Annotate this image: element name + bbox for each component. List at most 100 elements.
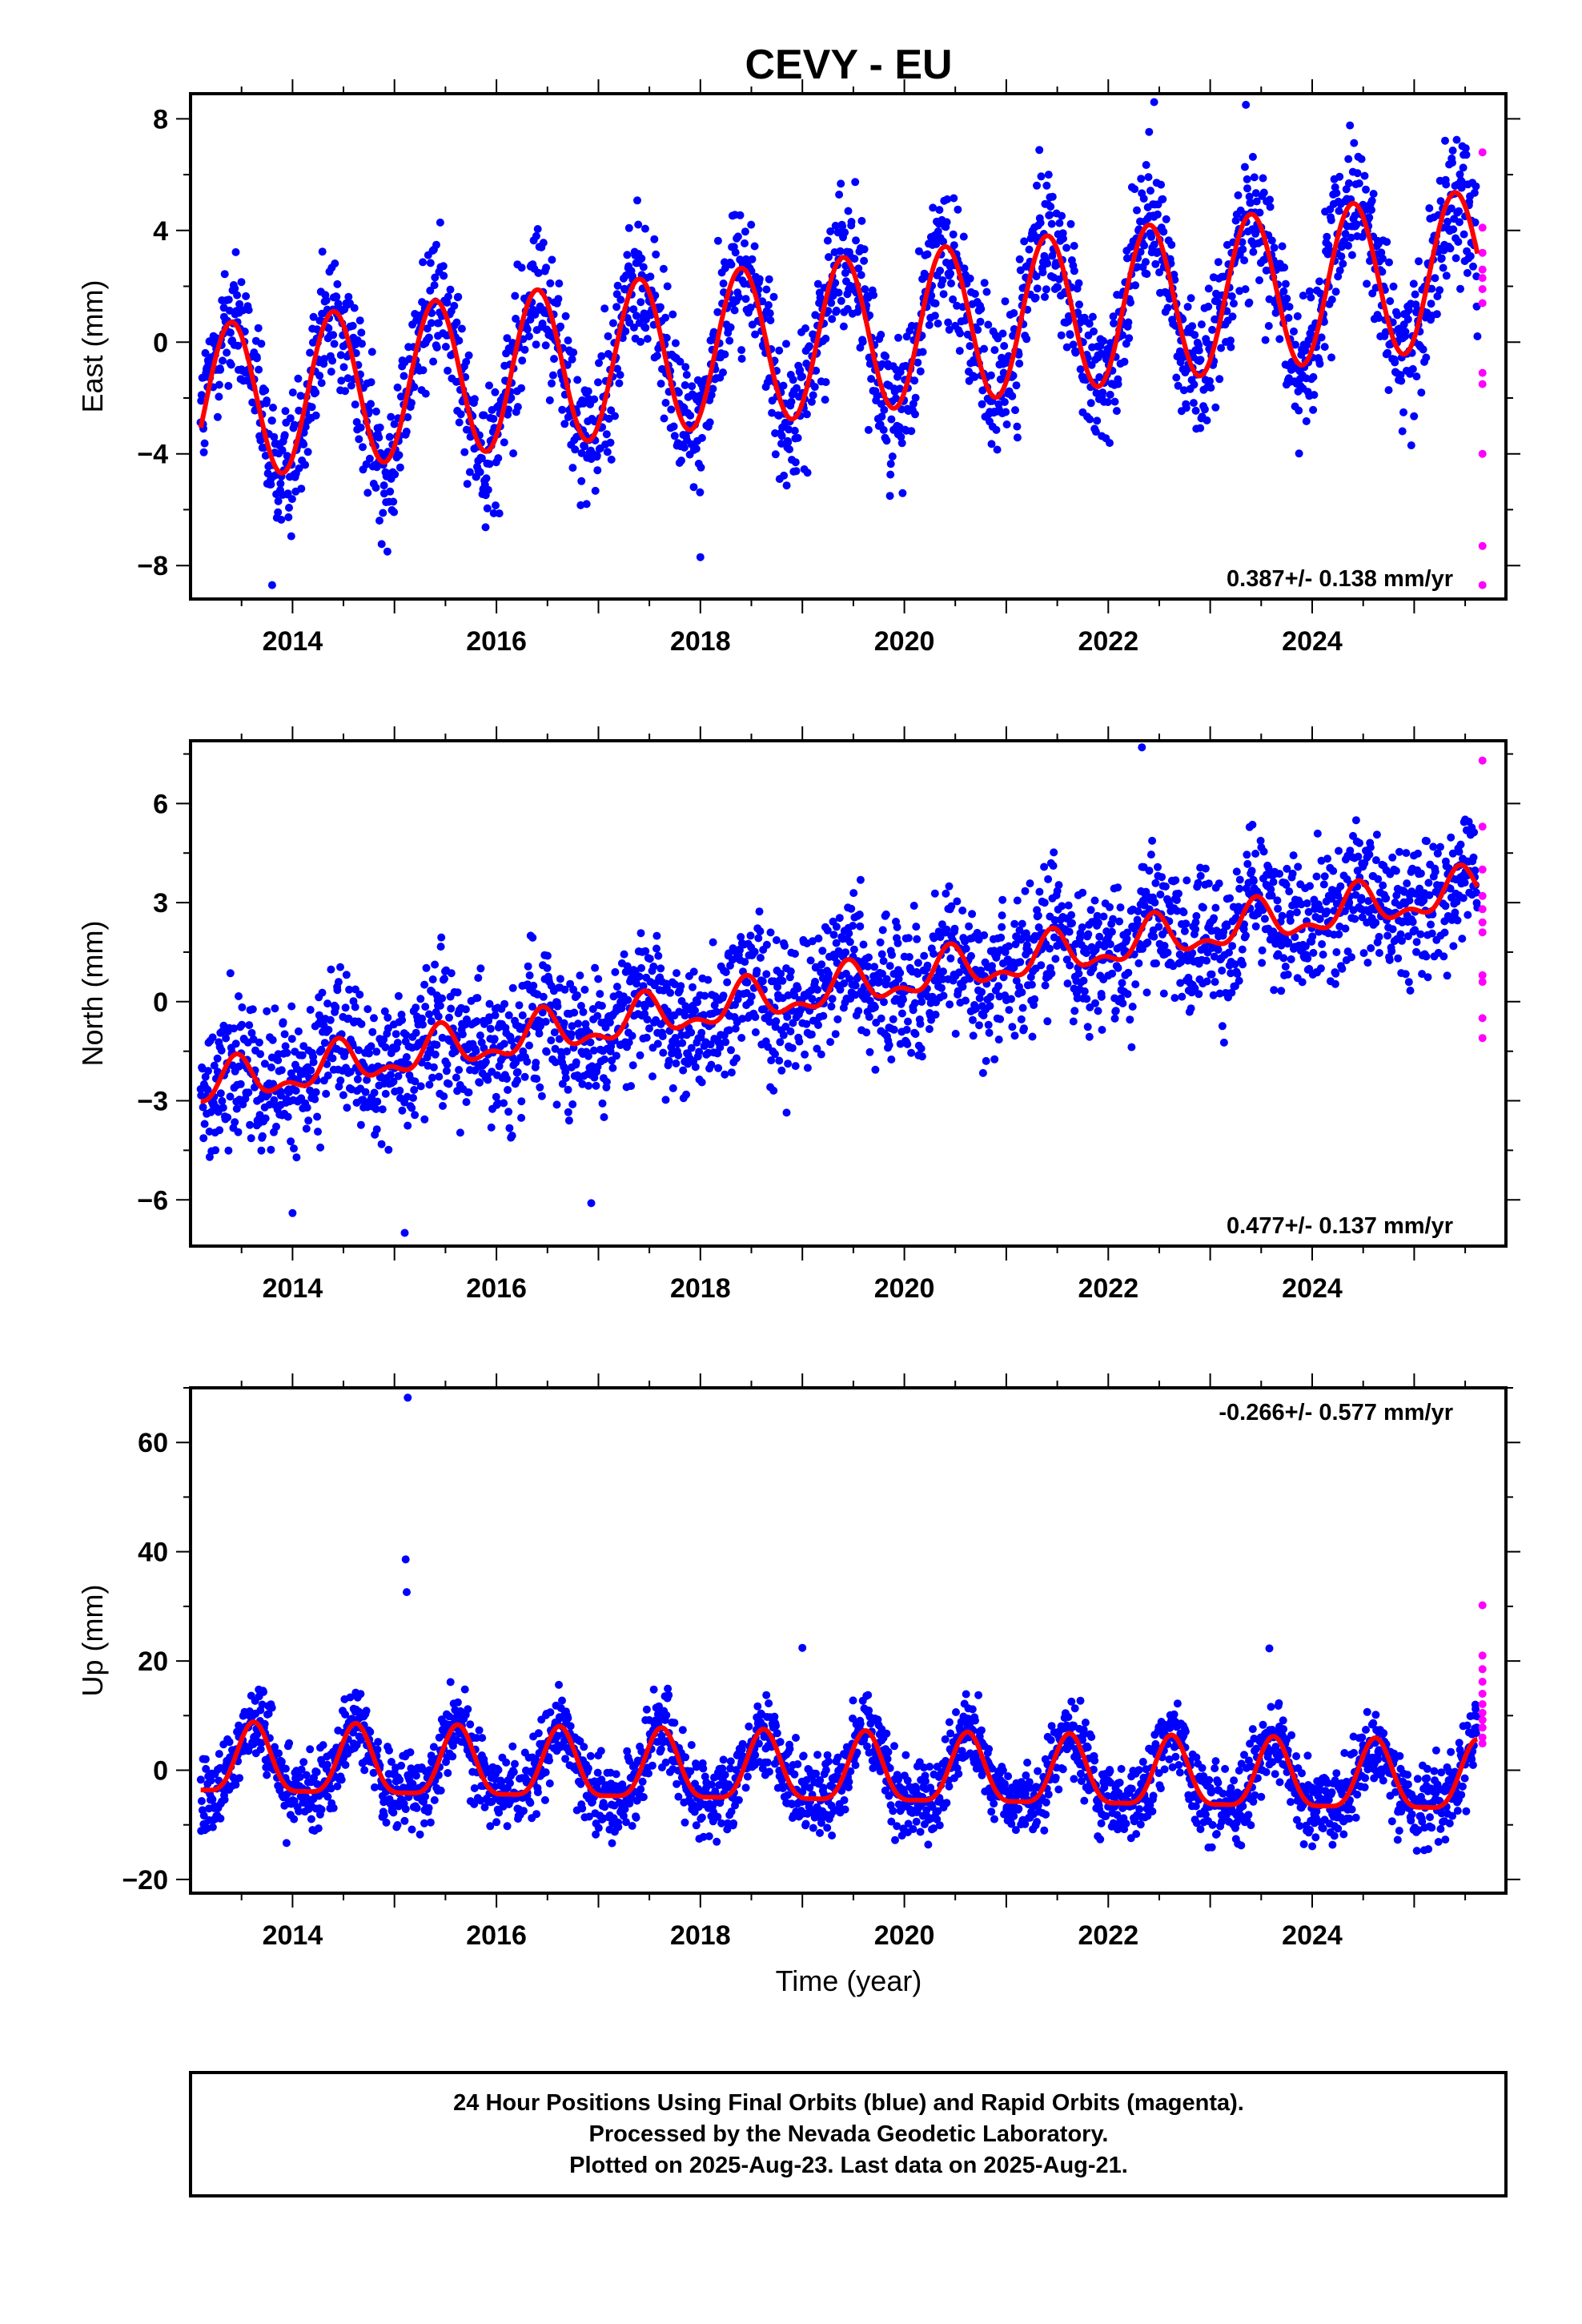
final-orbit-point [1423, 837, 1431, 846]
final-orbit-point [504, 1011, 513, 1019]
final-orbit-point [951, 1029, 960, 1038]
final-orbit-point [432, 343, 441, 352]
final-orbit-point [946, 1000, 954, 1009]
final-orbit-point [1266, 203, 1275, 211]
final-orbit-point [400, 1228, 409, 1237]
final-orbit-point [697, 1078, 706, 1087]
final-orbit-point [1174, 381, 1182, 390]
final-orbit-point [1139, 195, 1148, 203]
final-orbit-point [813, 279, 822, 288]
final-orbit-point [1323, 232, 1331, 241]
final-orbit-point [245, 1021, 254, 1030]
final-orbit-point [881, 910, 890, 919]
final-orbit-point [713, 308, 722, 316]
final-orbit-point [938, 920, 946, 929]
final-orbit-point [661, 313, 670, 322]
final-orbit-point [210, 1061, 219, 1070]
panel-frame [189, 739, 1508, 1248]
final-orbit-point [513, 1076, 522, 1085]
final-orbit-point [1463, 268, 1472, 277]
final-orbit-point [1255, 208, 1264, 217]
final-orbit-point [430, 281, 439, 290]
final-orbit-point [877, 950, 886, 959]
final-orbit-point [765, 1018, 774, 1026]
final-orbit-point [269, 404, 277, 412]
final-orbit-point [1462, 151, 1471, 159]
final-orbit-point [294, 374, 303, 383]
final-orbit-point [595, 359, 603, 368]
final-orbit-point [1409, 279, 1418, 288]
final-orbit-point [1341, 924, 1350, 933]
final-orbit-point [1332, 189, 1341, 198]
final-orbit-point [893, 939, 902, 947]
final-orbit-point [970, 290, 979, 298]
final-orbit-point [1118, 999, 1127, 1007]
final-orbit-point [1037, 172, 1046, 181]
final-orbit-point [436, 1001, 444, 1010]
final-orbit-point [1243, 175, 1251, 183]
final-orbit-point [976, 317, 985, 326]
final-orbit-point [966, 274, 974, 283]
final-orbit-point [398, 1106, 407, 1115]
final-orbit-point [304, 1116, 313, 1125]
final-orbit-point [1160, 942, 1169, 950]
final-orbit-point [357, 328, 366, 337]
final-orbit-point [371, 407, 380, 416]
final-orbit-point [1211, 903, 1220, 912]
final-orbit-point [224, 296, 233, 304]
final-orbit-point [1031, 293, 1040, 302]
final-orbit-point [579, 399, 588, 408]
final-orbit-point [1227, 336, 1235, 345]
final-orbit-point [391, 1030, 400, 1039]
final-orbit-point [447, 969, 456, 978]
final-orbit-point [1115, 917, 1124, 926]
final-orbit-point [677, 456, 685, 465]
rapid-orbit-point [1478, 756, 1487, 765]
final-orbit-point [985, 1028, 994, 1037]
rapid-orbit-point [1478, 581, 1487, 589]
final-orbit-point [491, 1011, 500, 1019]
final-orbit-point [892, 394, 900, 403]
final-orbit-point [973, 928, 982, 937]
final-orbit-point [810, 383, 819, 392]
final-orbit-point [772, 936, 781, 944]
final-orbit-point [1025, 245, 1034, 254]
final-orbit-point [602, 430, 611, 439]
final-orbit-point [627, 1082, 636, 1091]
final-orbit-point [287, 1137, 295, 1146]
final-orbit-point [463, 1015, 471, 1023]
final-orbit-point [311, 388, 320, 397]
final-orbit-point [394, 1072, 403, 1080]
final-orbit-point [311, 1095, 319, 1104]
final-orbit-point [994, 334, 1002, 343]
final-orbit-point [473, 994, 482, 1003]
final-orbit-point [1295, 449, 1303, 458]
final-orbit-point [257, 340, 266, 348]
final-orbit-point [604, 332, 612, 340]
final-orbit-point [847, 218, 856, 226]
final-orbit-point [302, 1124, 311, 1133]
final-orbit-point [1320, 343, 1329, 352]
final-orbit-point [1218, 1022, 1227, 1031]
final-orbit-point [904, 934, 913, 943]
final-orbit-point [1455, 218, 1464, 227]
final-orbit-point [1388, 925, 1397, 934]
final-orbit-point [1416, 869, 1425, 878]
final-orbit-point [560, 1019, 568, 1027]
final-orbit-point [909, 1006, 917, 1015]
final-orbit-point [802, 410, 811, 419]
final-orbit-point [1401, 328, 1410, 336]
final-orbit-point [671, 339, 680, 348]
final-orbit-point [1156, 891, 1165, 899]
final-orbit-point [438, 994, 447, 1003]
final-orbit-point [554, 295, 563, 304]
final-orbit-point [224, 1146, 233, 1155]
final-orbit-point [1171, 876, 1180, 885]
final-orbit-point [1050, 916, 1059, 924]
final-orbit-point [480, 1043, 488, 1052]
final-orbit-point [1279, 287, 1288, 296]
final-orbit-point [1088, 312, 1097, 321]
final-orbit-point [1397, 376, 1406, 385]
final-orbit-point [1009, 372, 1018, 380]
final-orbit-point [936, 267, 945, 275]
